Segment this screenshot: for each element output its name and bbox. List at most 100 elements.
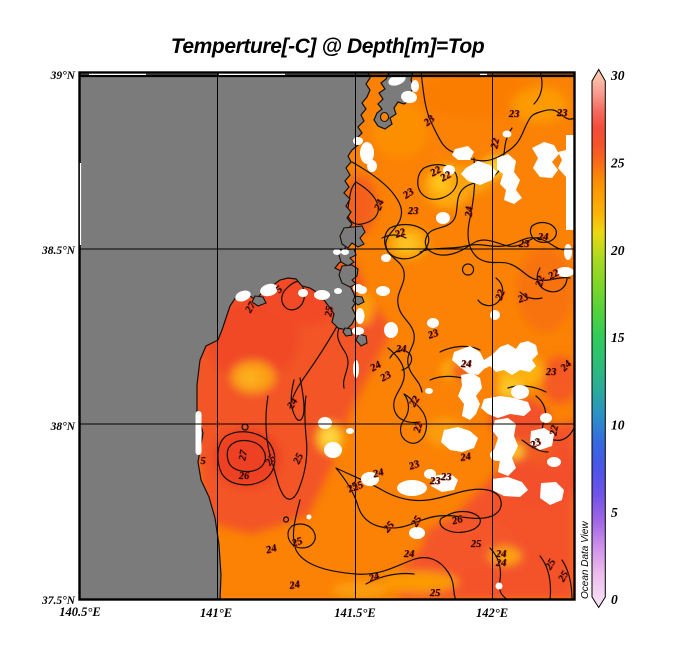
svg-text:23: 23: [407, 206, 419, 217]
svg-text:24: 24: [395, 345, 407, 356]
svg-text:25: 25: [324, 305, 337, 318]
svg-text:25: 25: [292, 452, 307, 467]
svg-text:24: 24: [464, 205, 476, 217]
svg-text:24: 24: [495, 559, 507, 570]
svg-text:22: 22: [494, 287, 509, 302]
svg-text:25: 25: [556, 569, 571, 584]
svg-text:23: 23: [407, 207, 419, 218]
svg-text:23: 23: [429, 477, 441, 488]
svg-text:25: 25: [291, 452, 306, 467]
svg-text:15: 15: [611, 330, 625, 345]
svg-text:24: 24: [403, 549, 415, 560]
svg-text:37.5°N: 37.5°N: [41, 595, 76, 607]
svg-text:5: 5: [201, 457, 206, 468]
svg-text:25: 25: [290, 536, 305, 550]
svg-text:141.5°E: 141.5°E: [334, 606, 375, 620]
svg-text:Temperture[-C] @ Depth[m]=Top: Temperture[-C] @ Depth[m]=Top: [171, 35, 485, 58]
svg-text:38.5°N: 38.5°N: [41, 245, 76, 257]
svg-text:23: 23: [379, 370, 394, 385]
svg-text:24: 24: [403, 550, 415, 561]
svg-text:22: 22: [493, 288, 508, 303]
svg-text:24: 24: [537, 232, 549, 243]
svg-text:22: 22: [412, 420, 426, 435]
svg-text:22: 22: [413, 420, 427, 435]
svg-text:22: 22: [392, 226, 407, 241]
svg-text:22: 22: [535, 274, 549, 289]
svg-text:23: 23: [426, 328, 441, 342]
svg-text:24: 24: [463, 206, 475, 218]
svg-text:24: 24: [395, 344, 407, 355]
svg-text:10: 10: [611, 418, 625, 433]
svg-text:25: 25: [410, 514, 425, 529]
svg-text:27: 27: [238, 448, 251, 462]
svg-text:22: 22: [548, 424, 561, 438]
svg-text:5: 5: [274, 284, 285, 296]
svg-text:25: 25: [264, 453, 280, 469]
svg-text:5: 5: [275, 284, 286, 296]
svg-text:24: 24: [460, 359, 472, 370]
svg-text:39°N: 39°N: [50, 70, 76, 82]
svg-text:5: 5: [611, 505, 618, 520]
svg-text:24: 24: [460, 360, 472, 371]
svg-text:140.5°E: 140.5°E: [59, 605, 100, 619]
svg-text:25: 25: [350, 480, 365, 495]
svg-text:26: 26: [238, 471, 250, 482]
svg-text:26: 26: [451, 514, 466, 528]
svg-text:25: 25: [345, 480, 360, 495]
svg-text:25: 25: [323, 305, 336, 318]
svg-text:23: 23: [528, 436, 543, 451]
svg-text:23: 23: [529, 437, 544, 452]
svg-text:24: 24: [286, 396, 301, 411]
svg-text:25: 25: [429, 588, 441, 599]
svg-text:23: 23: [429, 476, 441, 487]
svg-text:24: 24: [495, 550, 507, 561]
svg-text:22: 22: [393, 227, 408, 242]
svg-text:24: 24: [372, 467, 386, 481]
svg-text:25: 25: [346, 481, 361, 496]
svg-text:24: 24: [287, 579, 300, 592]
svg-text:22: 22: [534, 274, 548, 289]
svg-text:24: 24: [285, 396, 300, 411]
svg-text:24: 24: [458, 451, 471, 464]
svg-text:25: 25: [289, 536, 304, 550]
svg-text:24: 24: [459, 452, 472, 465]
svg-text:24: 24: [288, 580, 301, 593]
svg-text:23: 23: [518, 240, 530, 251]
svg-text:25: 25: [409, 514, 424, 529]
svg-text:26: 26: [238, 472, 250, 483]
svg-text:22: 22: [490, 136, 503, 150]
svg-text:24: 24: [366, 571, 381, 585]
svg-text:22: 22: [489, 137, 502, 151]
svg-text:24: 24: [373, 198, 387, 213]
svg-text:25: 25: [351, 480, 366, 495]
svg-text:23: 23: [545, 368, 557, 379]
svg-text:38°N: 38°N: [50, 421, 76, 433]
svg-text:23: 23: [508, 110, 520, 121]
svg-text:23: 23: [401, 187, 417, 203]
svg-text:23: 23: [545, 367, 557, 378]
svg-text:25: 25: [610, 156, 625, 171]
svg-text:5: 5: [200, 456, 205, 467]
svg-text:25: 25: [544, 557, 559, 572]
svg-text:23: 23: [515, 292, 530, 306]
svg-text:24: 24: [264, 543, 278, 557]
svg-text:23: 23: [406, 459, 421, 473]
svg-text:24: 24: [537, 233, 549, 244]
svg-text:27: 27: [237, 449, 250, 463]
svg-text:24: 24: [368, 359, 383, 374]
svg-text:23: 23: [556, 108, 568, 119]
svg-text:24: 24: [367, 571, 382, 585]
svg-text:23: 23: [440, 472, 452, 483]
svg-text:23: 23: [378, 369, 393, 384]
svg-text:25: 25: [543, 557, 558, 572]
svg-text:25: 25: [557, 569, 572, 584]
svg-text:25: 25: [263, 453, 279, 469]
svg-text:22: 22: [549, 423, 562, 437]
svg-text:25: 25: [470, 539, 482, 550]
svg-text:23: 23: [440, 473, 452, 484]
svg-text:23: 23: [516, 292, 531, 306]
svg-text:23: 23: [407, 459, 422, 473]
svg-text:Ocean Data View: Ocean Data View: [580, 521, 591, 599]
svg-text:23: 23: [508, 109, 520, 120]
svg-text:24: 24: [265, 543, 279, 557]
